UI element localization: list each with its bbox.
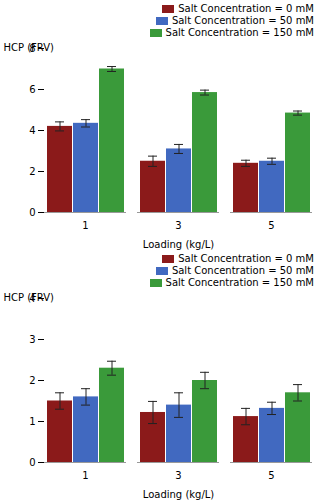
svg-text:3: 3 [175,220,181,231]
svg-text:0: 0 [29,207,35,218]
svg-text:6: 6 [29,84,35,95]
html-text:Salt Concentration = 50 mM: Salt Concentration = 50 mM [171,265,314,276]
svg-text:2: 2 [29,166,35,177]
svg-text:1: 1 [29,416,35,427]
svg-text:1: 1 [82,220,88,231]
svg-text:Loading (kg/L): Loading (kg/L) [143,489,215,500]
html-text:Salt Concentration = 0 mM: Salt Concentration = 0 mM [178,3,314,14]
svg-text:0: 0 [29,457,35,468]
html-text:Salt Concentration = 50 mM: Salt Concentration = 50 mM [171,15,314,26]
svg-text:HCP (FRV): HCP (FRV) [4,292,55,303]
svg-text:4: 4 [29,125,35,136]
svg-text:Loading (kg/L): Loading (kg/L) [143,239,215,250]
svg-text:HCP (FRV): HCP (FRV) [4,42,55,53]
html-text:Salt Concentration = 150 mM: Salt Concentration = 150 mM [165,27,314,38]
svg-text:5: 5 [268,470,274,481]
svg-text:1: 1 [82,470,88,481]
svg-text:3: 3 [175,470,181,481]
svg-text:2: 2 [29,375,35,386]
html-text:Salt Concentration = 150 mM: Salt Concentration = 150 mM [165,277,314,288]
svg-text:3: 3 [29,334,35,345]
html-text:Salt Concentration = 0 mM: Salt Concentration = 0 mM [178,253,314,264]
svg-text:5: 5 [268,220,274,231]
